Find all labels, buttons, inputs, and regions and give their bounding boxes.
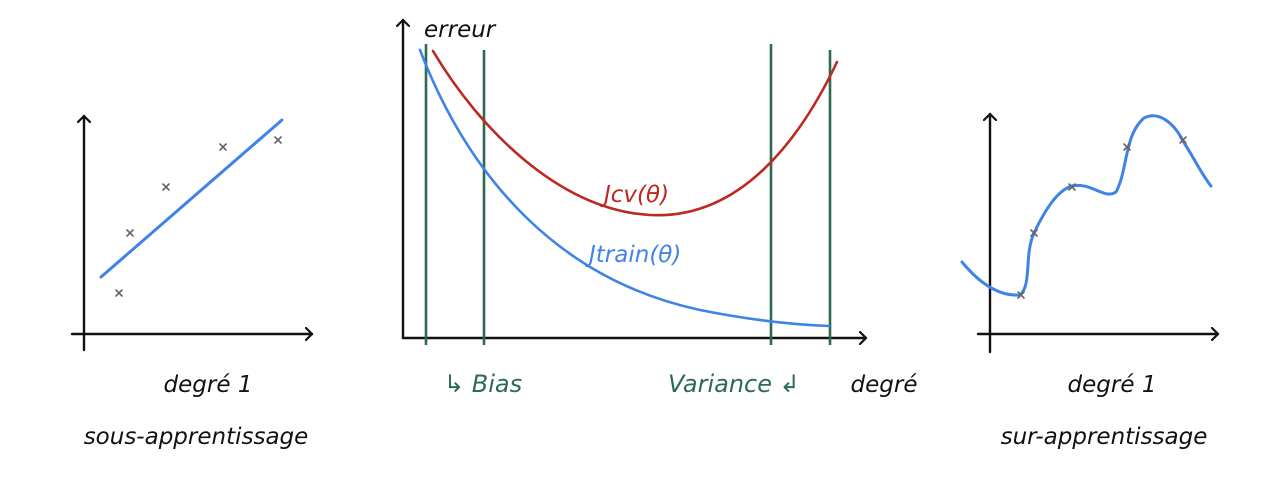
data-point-marker bbox=[162, 183, 170, 191]
train-error-label: Jtrain(θ) bbox=[585, 242, 681, 268]
error-x-axis-label: degré bbox=[851, 372, 918, 398]
underfit-degree-label: degré 1 bbox=[164, 372, 253, 398]
train-error-curve bbox=[418, 48, 831, 328]
data-point-marker bbox=[1123, 143, 1131, 151]
overfit-data-points bbox=[1017, 136, 1187, 299]
data-point-marker bbox=[126, 229, 134, 237]
cv-error-curve bbox=[431, 49, 839, 217]
error-y-axis-label: erreur bbox=[424, 17, 497, 43]
variance-label: Variance ↲ bbox=[668, 370, 800, 398]
underfit-data-points bbox=[115, 136, 282, 297]
underfit-fit-line bbox=[99, 118, 284, 279]
data-point-marker bbox=[1017, 291, 1025, 299]
underfit-panel: degré 1 sous-apprentissage bbox=[70, 114, 314, 450]
data-point-marker bbox=[115, 289, 123, 297]
cv-error-label: Jcv(θ) bbox=[600, 182, 669, 208]
overfit-fit-curve bbox=[960, 114, 1213, 297]
overfit-caption: sur-apprentissage bbox=[1001, 424, 1208, 450]
bias-label: ↳ Bias bbox=[444, 370, 522, 398]
overfit-panel: degré 1 sur-apprentissage bbox=[960, 112, 1220, 450]
data-point-marker bbox=[274, 136, 282, 144]
data-point-marker bbox=[1179, 136, 1187, 144]
error-chart-panel: erreur degré Jcv(θ) Jtrain(θ) ↳ Bias Var… bbox=[403, 17, 917, 398]
overfit-degree-label: degré 1 bbox=[1068, 372, 1157, 398]
data-point-marker bbox=[1068, 183, 1076, 191]
underfit-caption: sous-apprentissage bbox=[84, 424, 309, 450]
data-point-marker bbox=[1030, 229, 1038, 237]
data-point-marker bbox=[219, 143, 227, 151]
